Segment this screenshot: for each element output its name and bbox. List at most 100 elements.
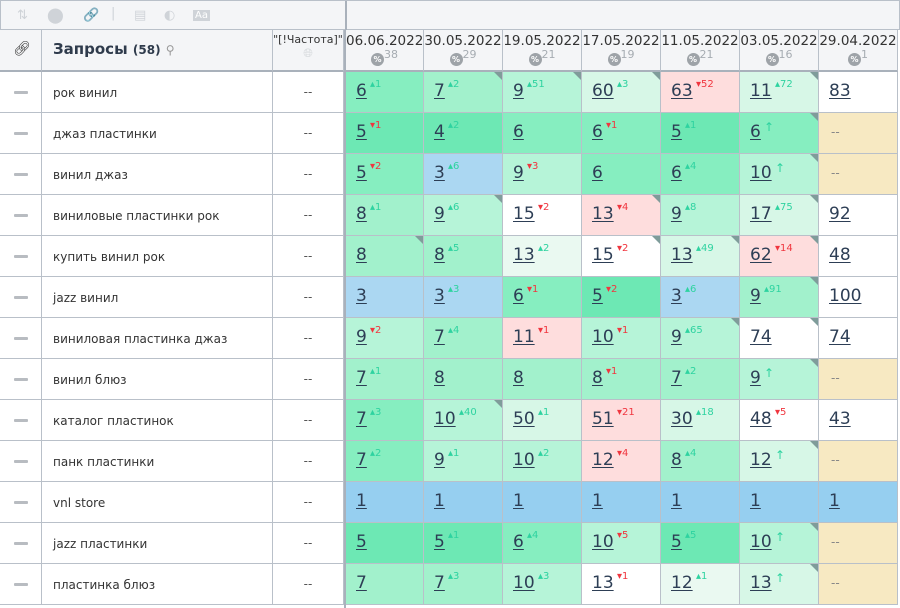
position-cell[interactable]: 13 ▴49: [661, 236, 740, 277]
position-cell[interactable]: 6 ▴1: [346, 72, 424, 113]
position-link[interactable]: 48: [750, 409, 772, 429]
position-link[interactable]: 8: [356, 204, 367, 224]
position-link[interactable]: 1: [671, 491, 682, 511]
position-link[interactable]: 9: [513, 81, 524, 101]
position-link[interactable]: 6: [513, 122, 524, 142]
query-cell[interactable]: панк пластинки: [42, 441, 273, 482]
position-link[interactable]: 3: [671, 286, 682, 306]
position-link[interactable]: 10: [592, 532, 614, 552]
position-cell[interactable]: 5 ▾2: [346, 154, 424, 195]
position-cell[interactable]: 6 ↑: [740, 113, 819, 154]
position-link[interactable]: 13: [592, 204, 614, 224]
position-link[interactable]: 100: [829, 286, 862, 306]
position-link[interactable]: 9: [750, 368, 761, 388]
position-link[interactable]: 11: [750, 81, 772, 101]
position-link[interactable]: 8: [592, 368, 603, 388]
position-link[interactable]: 8: [356, 245, 367, 265]
percent-icon[interactable]: %: [449, 53, 463, 66]
position-link[interactable]: 7: [356, 409, 367, 429]
percent-icon[interactable]: %: [528, 53, 542, 66]
position-link[interactable]: 6: [750, 122, 761, 142]
position-link[interactable]: 5: [671, 122, 682, 142]
query-cell[interactable]: винил блюз: [42, 359, 273, 400]
percent-icon[interactable]: %: [765, 53, 779, 66]
position-link[interactable]: 50: [513, 409, 535, 429]
position-link[interactable]: 9: [513, 163, 524, 183]
position-link[interactable]: 9: [671, 204, 682, 224]
query-cell[interactable]: пластинка блюз: [42, 564, 273, 605]
position-cell[interactable]: 13 ▾4: [582, 195, 661, 236]
position-cell[interactable]: 7 ▴3: [424, 564, 503, 605]
toggle-icon[interactable]: ⬤: [47, 6, 64, 24]
position-cell[interactable]: 6 ▴4: [661, 154, 740, 195]
position-link[interactable]: 6: [356, 81, 367, 101]
date-column-header[interactable]: 03.05.2022% 16: [740, 30, 819, 72]
link-cell[interactable]: [0, 359, 42, 400]
position-link[interactable]: 10: [513, 450, 535, 470]
position-link[interactable]: 7: [356, 573, 367, 593]
position-cell[interactable]: 6: [582, 154, 661, 195]
query-cell[interactable]: рок винил: [42, 72, 273, 113]
position-cell[interactable]: 13 ▾1: [582, 564, 661, 605]
position-link[interactable]: 10: [750, 163, 772, 183]
position-link[interactable]: 5: [356, 532, 367, 552]
position-link[interactable]: 10: [592, 327, 614, 347]
position-link[interactable]: 13: [671, 245, 693, 265]
date-column-header[interactable]: 29.04.2022% 1: [819, 30, 898, 72]
link-column-header[interactable]: 🔗︎: [0, 30, 42, 72]
position-link[interactable]: 1: [592, 491, 603, 511]
link-cell[interactable]: [0, 72, 42, 113]
position-cell[interactable]: 6 ▾1: [582, 113, 661, 154]
position-link[interactable]: 1: [356, 491, 367, 511]
position-cell[interactable]: 10 ▴2: [503, 441, 582, 482]
position-link[interactable]: 9: [671, 327, 682, 347]
position-cell[interactable]: 63 ▾52: [661, 72, 740, 113]
position-cell[interactable]: 7 ▴4: [424, 318, 503, 359]
position-cell[interactable]: 8 ▴1: [346, 195, 424, 236]
position-cell[interactable]: --: [819, 564, 898, 605]
position-link[interactable]: 9: [434, 204, 445, 224]
position-cell[interactable]: 9 ▴8: [661, 195, 740, 236]
position-link[interactable]: 62: [750, 245, 772, 265]
position-cell[interactable]: --: [819, 113, 898, 154]
position-cell[interactable]: 83: [819, 72, 898, 113]
date-column-header[interactable]: 30.05.2022% 29: [424, 30, 503, 72]
date-column-header[interactable]: 19.05.2022% 21: [503, 30, 582, 72]
position-link[interactable]: 74: [750, 327, 772, 347]
position-link[interactable]: 63: [671, 81, 693, 101]
position-link[interactable]: 10: [513, 573, 535, 593]
position-link[interactable]: 3: [434, 286, 445, 306]
position-link[interactable]: 48: [829, 245, 851, 265]
position-cell[interactable]: 9 ▴6: [424, 195, 503, 236]
position-link[interactable]: 5: [356, 163, 367, 183]
position-cell[interactable]: --: [819, 359, 898, 400]
date-column-header[interactable]: 06.06.2022% 38: [346, 30, 424, 72]
position-cell[interactable]: 50 ▴1: [503, 400, 582, 441]
position-link[interactable]: 9: [434, 450, 445, 470]
position-cell[interactable]: 1: [424, 482, 503, 523]
position-link[interactable]: 1: [434, 491, 445, 511]
position-link[interactable]: 8: [513, 368, 524, 388]
position-cell[interactable]: 8: [503, 359, 582, 400]
query-cell[interactable]: купить винил рок: [42, 236, 273, 277]
position-link[interactable]: 12: [671, 573, 693, 593]
position-cell[interactable]: 13 ▴2: [503, 236, 582, 277]
position-cell[interactable]: 10 ▴40: [424, 400, 503, 441]
position-cell[interactable]: 100: [819, 277, 898, 318]
date-column-header[interactable]: 17.05.2022% 19: [582, 30, 661, 72]
link-cell[interactable]: [0, 482, 42, 523]
link-icon[interactable]: 🔗︎: [13, 41, 31, 57]
position-link[interactable]: 5: [592, 286, 603, 306]
position-cell[interactable]: 10 ↑: [740, 523, 819, 564]
position-link[interactable]: 74: [829, 327, 851, 347]
layout-icon[interactable]: ▤: [134, 8, 147, 23]
position-cell[interactable]: 15 ▾2: [582, 236, 661, 277]
link-cell[interactable]: [0, 277, 42, 318]
position-link[interactable]: 8: [671, 450, 682, 470]
frequency-header[interactable]: "[!Частота]" 🌐︎: [273, 30, 344, 72]
position-cell[interactable]: 8: [346, 236, 424, 277]
position-cell[interactable]: 1: [661, 482, 740, 523]
link-cell[interactable]: [0, 154, 42, 195]
position-cell[interactable]: 92: [819, 195, 898, 236]
link-cell[interactable]: [0, 318, 42, 359]
